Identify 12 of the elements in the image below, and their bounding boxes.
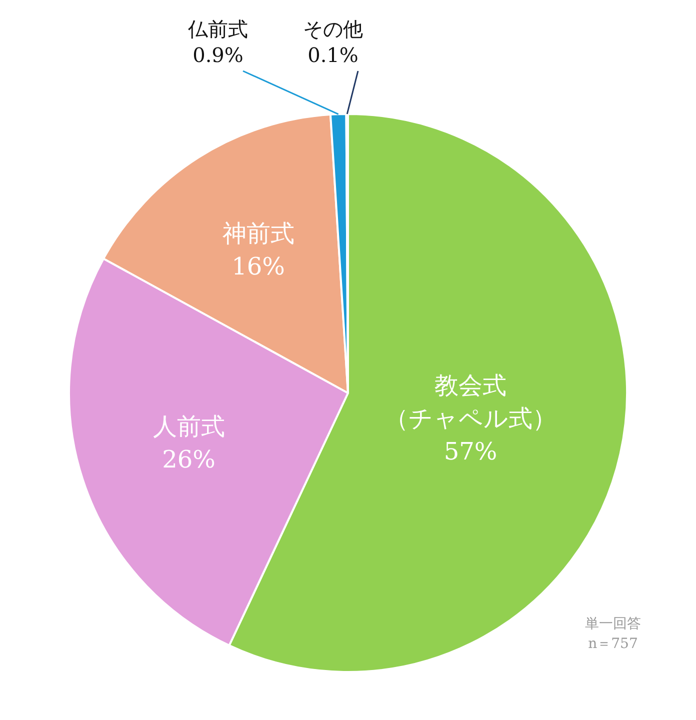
slice-label: 神前式 — [222, 219, 294, 248]
slice-label: 教会式（チャペル式） — [384, 372, 557, 433]
slice-label: 人前式 — [152, 412, 225, 440]
slice-label: 仏前式 — [187, 17, 248, 42]
text: 単一回答 — [585, 616, 641, 632]
slice-label: その他 — [303, 17, 363, 42]
data-label: 0.1% — [308, 43, 358, 68]
data-label: 26% — [162, 445, 216, 474]
data-label: 0.9% — [192, 43, 244, 68]
data-label: 16% — [232, 252, 285, 280]
data-label: 57% — [444, 438, 498, 466]
text: n＝757 — [588, 636, 638, 652]
